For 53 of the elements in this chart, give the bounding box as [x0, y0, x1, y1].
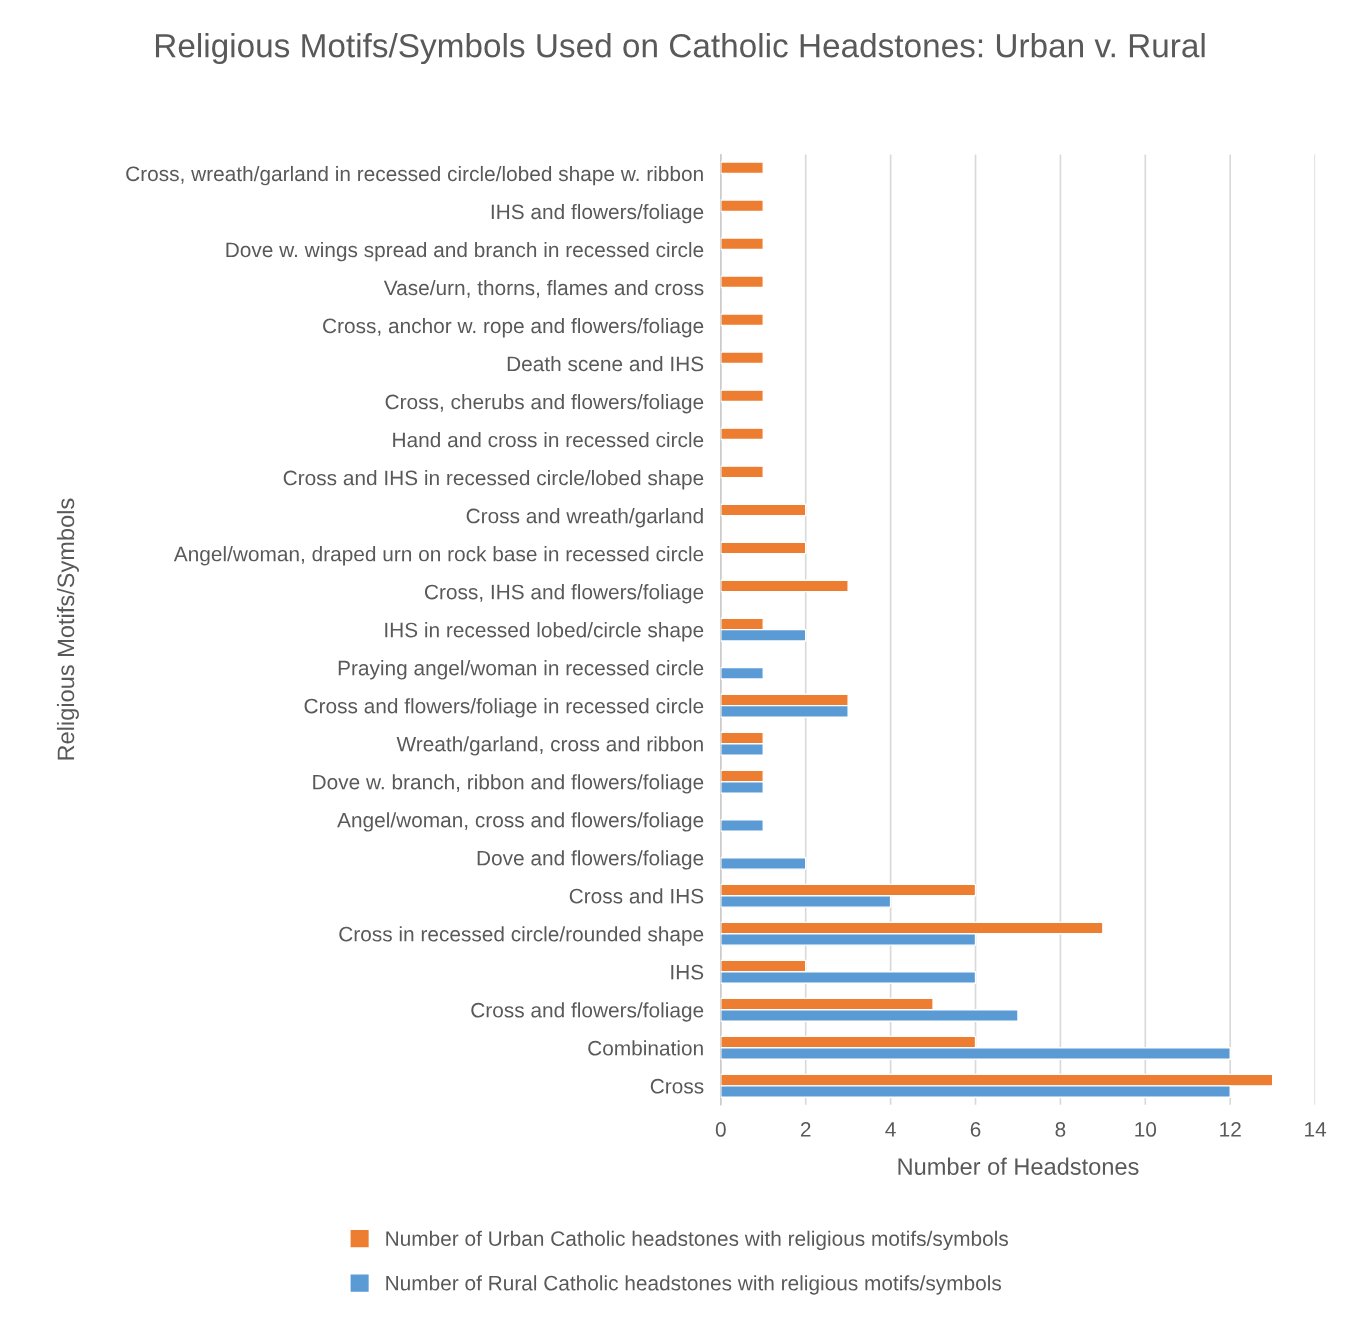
- y-tick-label: Cross in recessed circle/rounded shape: [339, 926, 704, 946]
- bar: [720, 465, 764, 479]
- y-tick-label: Praying angel/woman in recessed circle: [338, 660, 704, 680]
- x-tick-label: 0: [715, 1122, 726, 1137]
- x-tick-label: 10: [1135, 1122, 1157, 1137]
- y-tick-label: Cross: [650, 1078, 704, 1094]
- legend-label: Number of Urban Catholic headstones with religious motifs/symbols: [386, 1230, 1008, 1251]
- y-tick-label: IHS and flowers/foliage: [491, 203, 704, 224]
- y-axis-title: Religious Motifs/Symbols: [56, 498, 79, 760]
- x-tick-label: 6: [970, 1122, 981, 1137]
- x-tick-label: 4: [885, 1122, 896, 1137]
- y-tick-label: Angel/woman, draped urn on rock base in recessed circle: [173, 546, 704, 566]
- y-tick-label: Death scene and IHS: [507, 355, 704, 372]
- y-tick-label: Angel/woman, cross and flowers/foliage: [337, 812, 704, 832]
- bar: [720, 161, 764, 175]
- y-tick-label: Combination: [588, 1040, 703, 1056]
- y-tick-label: Cross and IHS: [569, 888, 704, 904]
- y-tick-label: Cross and IHS in recessed circle/lobed shape: [283, 470, 704, 490]
- bar: [720, 199, 764, 213]
- x-tick-label: 2: [800, 1122, 811, 1137]
- bar: [720, 351, 764, 365]
- y-tick-label: Cross, wreath/garland in recessed circle/lobed shape w. ribbon: [126, 165, 703, 186]
- y-tick-label: Vase/urn, thorns, flames and cross: [383, 279, 704, 298]
- y-tick-label: Cross, anchor w. rope and flowers/foliage: [323, 317, 704, 338]
- bar: [720, 579, 849, 593]
- bar: [720, 389, 764, 403]
- bar: [720, 819, 764, 832]
- y-tick-label: IHS: [671, 964, 704, 980]
- y-tick-label: Cross, cherubs and flowers/foliage: [385, 394, 704, 414]
- bar: [720, 503, 807, 517]
- bar: [720, 666, 764, 680]
- y-tick-label: IHS in recessed lobed/circle shape: [385, 622, 704, 642]
- x-tick-label: 8: [1055, 1122, 1066, 1137]
- bar: [720, 237, 764, 251]
- x-axis-title: Number of Headstones: [898, 1157, 1139, 1175]
- bar: [720, 275, 764, 289]
- y-tick-label: Wreath/garland, cross and ribbon: [396, 736, 703, 756]
- y-tick-label: Hand and cross in recessed circle: [393, 432, 704, 448]
- y-tick-label: Cross and wreath/garland: [466, 508, 703, 528]
- y-tick-label: Dove and flowers/foliage: [477, 850, 704, 870]
- y-tick-label: Cross, IHS and flowers/foliage: [424, 584, 704, 604]
- y-tick-label: Cross and flowers/foliage: [471, 1002, 704, 1022]
- bar: [720, 541, 807, 555]
- bar: [720, 857, 807, 870]
- bar: [720, 427, 764, 441]
- legend-label: Number of Rural Catholic headstones with religious motifs/symbols: [386, 1275, 1002, 1295]
- y-tick-label: Cross and flowers/foliage in recessed circle: [304, 698, 704, 718]
- y-tick-label: Dove w. wings spread and branch in recessed circle: [226, 241, 704, 262]
- x-tick-label: 14: [1305, 1122, 1327, 1137]
- y-tick-label: Dove w. branch, ribbon and flowers/foliage: [313, 774, 704, 794]
- x-tick-label: 12: [1220, 1122, 1241, 1137]
- bar: [720, 313, 764, 327]
- chart-title: Religious Motifs/Symbols Used on Catholic Headstones: Urban v. Rural: [155, 33, 1205, 65]
